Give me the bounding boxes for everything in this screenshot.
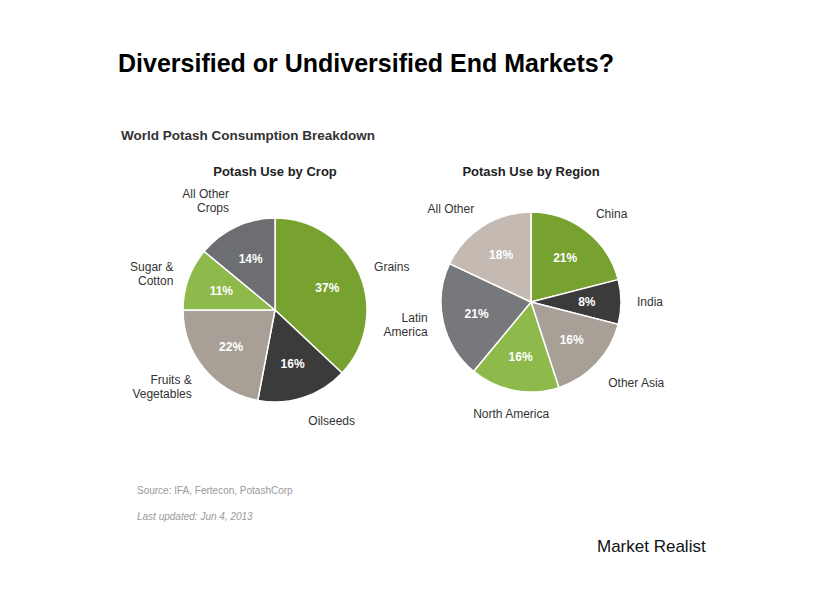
pie-labels: 37% 16% 22% 11% 14% Grains Oilseeds Fruits &Veg…: [130, 187, 409, 427]
data-label: 16%: [281, 357, 305, 371]
category-label: All Other: [428, 202, 475, 216]
data-label: 18%: [489, 248, 513, 262]
data-label: 21%: [465, 307, 489, 321]
pie-title: Potash Use by Region: [462, 164, 599, 179]
updated-note: Last updated: Jun 4, 2013: [137, 511, 253, 522]
data-label: 16%: [560, 333, 584, 347]
category-label: All OtherCrops: [182, 187, 229, 215]
data-label: 22%: [219, 340, 243, 354]
source-note: Source: IFA, Fertecon, PotashCorp: [137, 485, 293, 496]
pie: [441, 212, 621, 392]
category-label: Grains: [374, 260, 409, 274]
category-label: LatinAmerica: [384, 311, 428, 339]
category-label: Other Asia: [608, 376, 664, 390]
brand-logo: Market Realist: [597, 537, 706, 556]
pie-slice: [183, 310, 275, 400]
data-label: 16%: [509, 350, 533, 364]
category-label: China: [596, 207, 628, 221]
category-label: Sugar &Cotton: [130, 260, 173, 288]
data-label: 37%: [315, 281, 339, 295]
pie-title: Potash Use by Crop: [213, 164, 337, 179]
data-label: 11%: [210, 284, 234, 298]
pie-slice: [204, 218, 275, 310]
pie: [183, 218, 367, 402]
page: Diversified or Undiversified End Markets…: [0, 0, 840, 600]
page-title: Diversified or Undiversified End Markets…: [118, 49, 614, 77]
chart-subtitle: World Potash Consumption Breakdown: [121, 128, 375, 143]
category-label: India: [637, 295, 663, 309]
category-label: Oilseeds: [308, 414, 355, 428]
pie-slice: [450, 212, 531, 302]
category-label: North America: [473, 407, 549, 421]
data-label: 8%: [578, 295, 596, 309]
pie-labels: 21% 8% 16% 16% 21% 18% China India Other Asia Nor…: [384, 202, 665, 422]
category-label: Fruits &Vegetables: [132, 373, 191, 401]
data-label: 21%: [553, 251, 577, 265]
data-label: 14%: [239, 252, 263, 266]
